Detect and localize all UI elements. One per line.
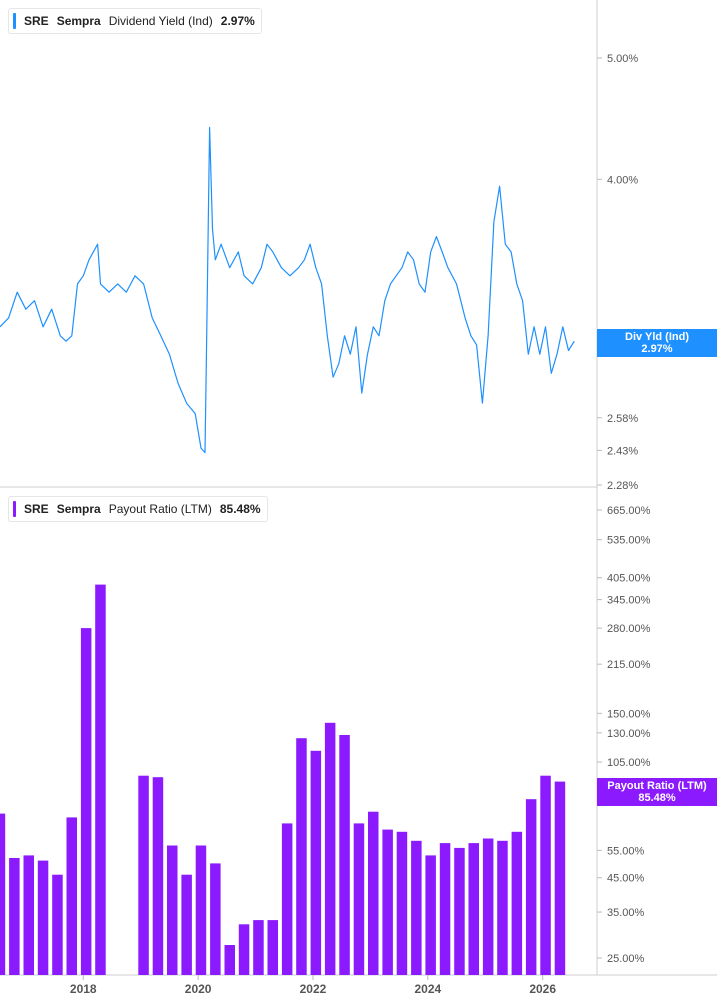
y-tick-label: 45.00% [607,873,645,885]
payout-ratio-bar [210,863,221,975]
badge-value: 2.97% [641,343,673,355]
badge-label: Payout Ratio (LTM) [607,780,707,792]
payout-ratio-bar [411,840,422,975]
x-tick-label: 2026 [529,982,556,996]
payout-ratio-bar [339,735,350,975]
legend-metric-value: 85.48% [219,502,261,516]
payout-ratio-bar [439,843,451,975]
payout-ratio-bar [525,799,537,975]
y-tick-label: 405.00% [607,573,651,585]
payout-ratio-bar [310,750,322,975]
dividend-yield-last-value-badge: Div Yld (Ind) 2.97% [597,329,717,357]
payout-ratio-bar [181,874,192,975]
legend-ticker: SRE [24,502,49,516]
y-tick-label: 535.00% [607,535,651,547]
y-tick-label: 2.28% [607,480,638,492]
payout-ratio-bar [224,945,235,975]
payout-ratio-bar [468,843,479,975]
y-tick-label: 280.00% [607,623,651,635]
y-tick-label: 25.00% [607,953,645,965]
dividend-yield-line [0,126,575,454]
payout-ratio-bar [238,924,250,975]
payout-ratio-bar [152,777,164,975]
payout-ratio-legend[interactable]: SRE Sempra Payout Ratio (LTM) 85.48% [8,496,268,522]
payout-ratio-bar [554,781,566,975]
payout-ratio-bar [9,858,20,975]
payout-ratio-bar [23,855,34,975]
payout-ratio-bar [281,823,293,975]
dividend-yield-series [0,126,575,454]
payout-ratio-bar [167,845,178,975]
payout-ratio-last-value-badge: Payout Ratio (LTM) 85.48% [597,778,717,806]
payout-ratio-bar [52,874,63,975]
y-tick-label: 215.00% [607,659,651,671]
y-tick-label: 2.43% [607,445,638,457]
dividend-yield-legend[interactable]: SRE Sempra Dividend Yield (Ind) 2.97% [8,8,262,34]
payout-ratio-bar [511,831,523,975]
payout-ratio-bar [95,584,106,975]
payout-ratio-bar [80,628,92,975]
payout-ratio-swatch [13,501,16,517]
y-tick-label: 130.00% [607,728,651,740]
payout-ratio-bar [454,847,465,975]
payout-ratio-bar [253,920,264,975]
payout-ratio-bar [497,840,508,975]
legend-company-name: Sempra [56,502,101,516]
badge-value: 85.48% [638,792,676,804]
payout-ratio-bar [296,738,307,975]
y-tick-label: 105.00% [607,757,651,769]
payout-ratio-bar [382,829,393,975]
badge-label: Div Yld (Ind) [625,331,689,343]
y-tick-label: 4.00% [607,174,638,186]
payout-ratio-bar [540,775,551,975]
x-tick-label: 2020 [185,982,212,996]
y-tick-label: 5.00% [607,53,638,65]
legend-metric-name: Payout Ratio (LTM) [108,502,212,516]
top-y-axis-ticks: 5.00% 4.00% 2.58% 2.43% 2.28% [597,53,638,492]
x-axis-ticks: 2018 2020 2022 2024 2026 [70,975,556,996]
payout-ratio-bar [267,920,278,975]
x-tick-label: 2018 [70,982,97,996]
payout-ratio-bar [425,855,436,975]
dividend-yield-swatch [13,13,16,29]
x-tick-label: 2022 [300,982,327,996]
legend-company-name: Sempra [56,14,101,28]
y-tick-label: 150.00% [607,708,651,720]
y-tick-label: 2.58% [607,413,638,425]
payout-ratio-bar [482,838,494,975]
payout-ratio-bar [0,813,6,975]
payout-ratio-bar [138,775,149,975]
payout-ratio-bar [195,845,207,975]
payout-ratio-bar [37,860,49,975]
payout-ratio-bar [396,831,408,975]
legend-ticker: SRE [24,14,49,28]
y-tick-label: 345.00% [607,595,651,607]
x-tick-label: 2024 [414,982,441,996]
y-tick-label: 35.00% [607,907,645,919]
y-tick-label: 55.00% [607,845,645,857]
payout-ratio-bar [324,722,336,975]
legend-metric-value: 2.97% [220,14,255,28]
bottom-y-axis-ticks: 665.00% 535.00% 405.00% 345.00% 280.00% 215.0… [597,505,651,965]
payout-ratio-bar [353,823,365,975]
y-tick-label: 665.00% [607,505,651,517]
payout-ratio-bar [368,811,379,975]
payout-ratio-series [0,584,566,975]
payout-ratio-bar [66,817,77,975]
legend-metric-name: Dividend Yield (Ind) [108,14,213,28]
